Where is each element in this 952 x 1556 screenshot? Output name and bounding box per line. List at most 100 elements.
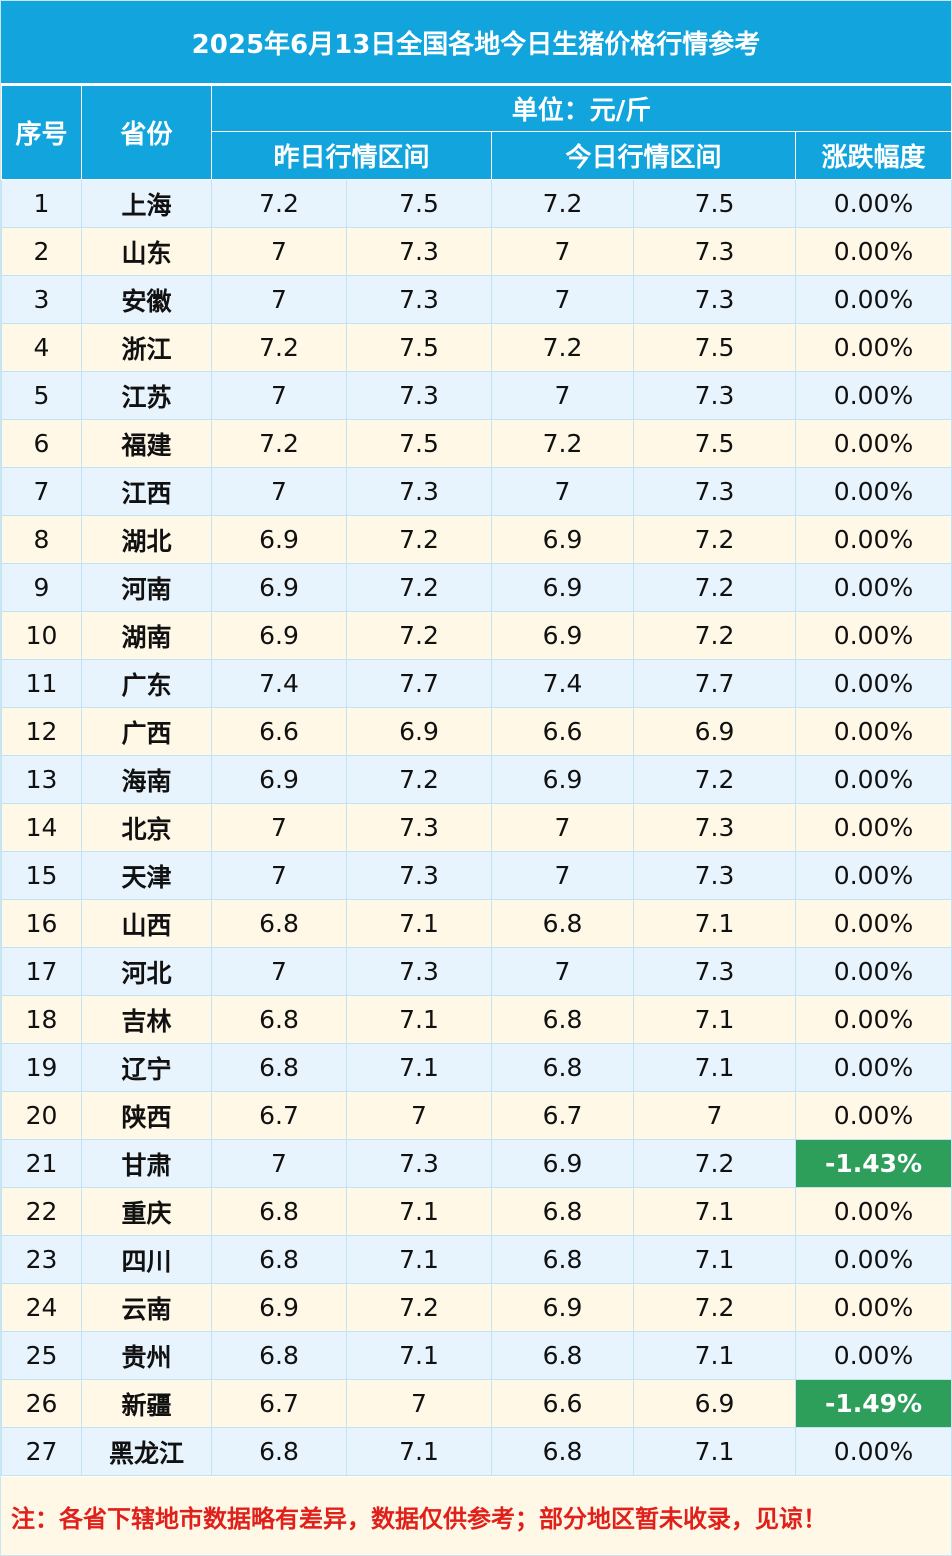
row-index: 25 [1,1331,82,1380]
row-index: 2 [1,227,82,276]
row-yesterday-low: 6.9 [211,515,347,564]
row-today-high: 7.5 [633,179,796,228]
row-today-high: 7.1 [633,1235,796,1284]
row-yesterday-low: 7 [211,371,347,420]
row-change: 0.00% [794,611,952,660]
row-change: 0.00% [794,323,952,372]
row-today-high: 7.1 [633,1043,796,1092]
row-province: 山东 [81,227,212,276]
row-today-high: 6.9 [633,1379,796,1428]
row-index: 18 [1,995,82,1044]
row-province: 广西 [81,707,212,756]
row-province: 陕西 [81,1091,212,1140]
row-today-low: 6.8 [491,995,634,1044]
row-yesterday-high: 7.5 [346,179,492,228]
row-today-high: 7.1 [633,995,796,1044]
row-yesterday-high: 7.3 [346,467,492,516]
row-yesterday-low: 6.8 [211,1427,347,1476]
price-table: 序号 省份 单位：元/斤 昨日行情区间 今日行情区间 涨跌幅度 1 上海 7.2 7.… [1,85,952,1476]
price-table-body: 1 上海 7.2 7.5 7.2 7.5 0.00% 2 山东 7 7.3 7 7.3 0.00% 3 安徽 7… [1,179,952,1476]
row-yesterday-low: 7 [211,467,347,516]
row-change: 0.00% [794,1043,952,1092]
row-change: 0.00% [794,467,952,516]
row-today-low: 6.9 [491,515,634,564]
row-yesterday-low: 6.8 [211,995,347,1044]
row-yesterday-high: 7.1 [346,1235,492,1284]
row-today-high: 7.3 [633,947,796,996]
row-today-low: 7.2 [491,419,634,468]
row-yesterday-high: 7.7 [346,659,492,708]
row-change: 0.00% [794,755,952,804]
row-today-low: 6.7 [491,1091,634,1140]
row-today-low: 6.8 [491,1187,634,1236]
row-today-low: 6.8 [491,1331,634,1380]
row-change: 0.00% [794,227,952,276]
row-yesterday-low: 6.9 [211,755,347,804]
row-today-high: 7.5 [633,419,796,468]
row-change: 0.00% [794,947,952,996]
row-today-low: 6.9 [491,1283,634,1332]
row-change: 0.00% [794,851,952,900]
row-change: 0.00% [794,803,952,852]
table-row: 11 广东 7.4 7.7 7.4 7.7 0.00% [1,659,952,708]
header-change: 涨跌幅度 [794,131,952,180]
row-change: -1.43% [794,1139,952,1188]
row-yesterday-low: 7.4 [211,659,347,708]
row-province: 甘肃 [81,1139,212,1188]
row-index: 21 [1,1139,82,1188]
row-province: 山西 [81,899,212,948]
row-index: 6 [1,419,82,468]
row-yesterday-high: 7.3 [346,1139,492,1188]
row-yesterday-low: 6.9 [211,1283,347,1332]
row-index: 16 [1,899,82,948]
row-change: 0.00% [794,371,952,420]
row-change: 0.00% [794,1187,952,1236]
table-row: 4 浙江 7.2 7.5 7.2 7.5 0.00% [1,323,952,372]
row-change: 0.00% [794,179,952,228]
table-row: 21 甘肃 7 7.3 6.9 7.2 -1.43% [1,1139,952,1188]
row-today-low: 7.2 [491,179,634,228]
row-today-low: 7 [491,947,634,996]
row-province: 黑龙江 [81,1427,212,1476]
row-yesterday-low: 7.2 [211,179,347,228]
row-yesterday-low: 6.7 [211,1091,347,1140]
row-today-low: 7 [491,275,634,324]
row-province: 四川 [81,1235,212,1284]
row-change: 0.00% [794,659,952,708]
table-row: 18 吉林 6.8 7.1 6.8 7.1 0.00% [1,995,952,1044]
row-today-high: 6.9 [633,707,796,756]
table-row: 5 江苏 7 7.3 7 7.3 0.00% [1,371,952,420]
row-yesterday-high: 7.1 [346,1043,492,1092]
table-row: 6 福建 7.2 7.5 7.2 7.5 0.00% [1,419,952,468]
row-today-low: 7 [491,803,634,852]
row-yesterday-high: 7.2 [346,563,492,612]
row-province: 重庆 [81,1187,212,1236]
header-today: 今日行情区间 [491,131,796,180]
row-today-low: 7 [491,227,634,276]
row-index: 10 [1,611,82,660]
row-province: 海南 [81,755,212,804]
row-change: 0.00% [794,1331,952,1380]
row-today-high: 7.2 [633,611,796,660]
row-index: 11 [1,659,82,708]
row-index: 15 [1,851,82,900]
row-yesterday-high: 7.2 [346,1283,492,1332]
row-today-high: 7.1 [633,1331,796,1380]
row-province: 广东 [81,659,212,708]
row-yesterday-high: 7.3 [346,275,492,324]
row-change: 0.00% [794,275,952,324]
header-index: 序号 [1,85,82,180]
row-change: 0.00% [794,995,952,1044]
row-today-high: 7.3 [633,803,796,852]
table-row: 23 四川 6.8 7.1 6.8 7.1 0.00% [1,1235,952,1284]
row-today-low: 6.9 [491,755,634,804]
row-index: 1 [1,179,82,228]
row-change: 0.00% [794,515,952,564]
table-row: 3 安徽 7 7.3 7 7.3 0.00% [1,275,952,324]
table-row: 19 辽宁 6.8 7.1 6.8 7.1 0.00% [1,1043,952,1092]
row-index: 19 [1,1043,82,1092]
row-today-high: 7.2 [633,755,796,804]
table-row: 17 河北 7 7.3 7 7.3 0.00% [1,947,952,996]
row-change: 0.00% [794,1427,952,1476]
